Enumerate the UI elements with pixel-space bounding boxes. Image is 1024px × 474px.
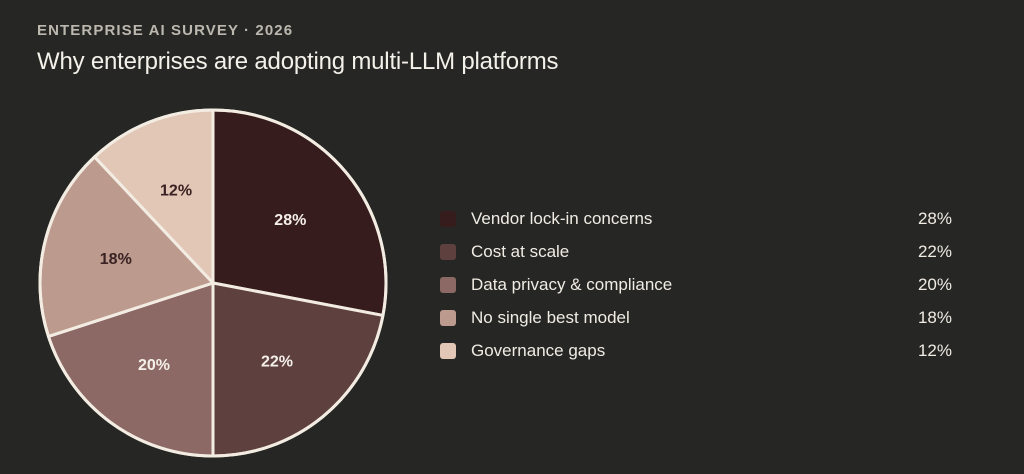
pie-chart: 28% 22% 20% 18% 12%: [38, 108, 388, 458]
slice-label: 28%: [274, 212, 306, 229]
legend-swatch: [440, 342, 456, 359]
pie-outline: [38, 108, 388, 458]
legend-label: Cost at scale: [471, 241, 570, 261]
legend-swatch: [440, 309, 456, 326]
legend-value: 18%: [917, 307, 952, 327]
legend-value: 12%: [917, 340, 952, 360]
legend-item: Vendor lock-in concerns 28%: [440, 202, 952, 235]
legend-swatch: [440, 243, 456, 260]
slice-label: 20%: [138, 357, 170, 374]
legend-value: 20%: [917, 274, 952, 294]
chart-title: Why enterprises are adopting multi-LLM p…: [37, 48, 559, 75]
legend-label: Data privacy & compliance: [471, 274, 673, 294]
legend-label: Governance gaps: [471, 340, 606, 360]
legend-swatch: [440, 210, 456, 227]
slice-label: 12%: [160, 183, 192, 200]
legend: Vendor lock-in concerns 28% Cost at scal…: [440, 202, 952, 367]
legend-label: No single best model: [471, 307, 630, 327]
legend-item: Data privacy & compliance 20%: [440, 268, 952, 301]
legend-item: Cost at scale 22%: [440, 235, 952, 268]
legend-item: No single best model 18%: [440, 301, 952, 334]
legend-item: Governance gaps 12%: [440, 334, 952, 367]
legend-swatch: [440, 276, 456, 293]
legend-value: 22%: [917, 241, 952, 261]
legend-value: 28%: [917, 208, 952, 228]
slice-label: 18%: [100, 251, 132, 268]
slice-label: 22%: [261, 353, 293, 370]
eyebrow: ENTERPRISE AI SURVEY · 2026: [37, 22, 294, 39]
legend-label: Vendor lock-in concerns: [471, 208, 653, 228]
